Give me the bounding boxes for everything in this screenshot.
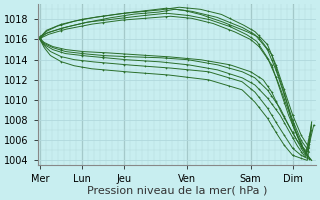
X-axis label: Pression niveau de la mer( hPa ): Pression niveau de la mer( hPa ) xyxy=(87,186,267,196)
